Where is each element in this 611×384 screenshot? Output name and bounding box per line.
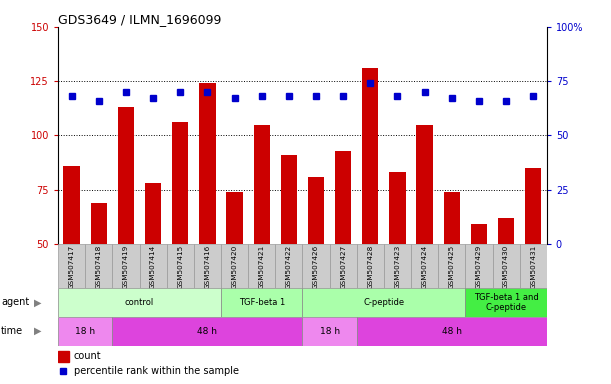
Bar xyxy=(276,244,302,288)
Bar xyxy=(438,244,466,288)
Text: GSM507415: GSM507415 xyxy=(177,245,183,290)
Bar xyxy=(329,244,357,288)
Text: percentile rank within the sample: percentile rank within the sample xyxy=(74,366,239,376)
Bar xyxy=(254,124,270,353)
Text: GSM507416: GSM507416 xyxy=(205,245,210,290)
Text: GSM507427: GSM507427 xyxy=(340,245,346,290)
Bar xyxy=(58,244,85,288)
Text: 48 h: 48 h xyxy=(442,327,462,336)
Text: 48 h: 48 h xyxy=(197,327,218,336)
Text: agent: agent xyxy=(1,297,29,308)
Text: GSM507420: GSM507420 xyxy=(232,245,238,290)
Bar xyxy=(90,203,107,353)
Bar xyxy=(417,124,433,353)
Bar xyxy=(194,244,221,288)
Bar xyxy=(112,244,139,288)
Bar xyxy=(466,288,547,317)
Text: C-peptide: C-peptide xyxy=(364,298,404,307)
Text: TGF-beta 1 and
C-peptide: TGF-beta 1 and C-peptide xyxy=(474,293,538,312)
Text: TGF-beta 1: TGF-beta 1 xyxy=(238,298,285,307)
Bar xyxy=(335,151,351,353)
Bar xyxy=(139,244,167,288)
Text: GSM507430: GSM507430 xyxy=(503,245,509,290)
Bar xyxy=(362,68,378,353)
Bar xyxy=(357,317,547,346)
Bar xyxy=(384,244,411,288)
Bar xyxy=(302,244,329,288)
Bar xyxy=(199,83,216,353)
Text: GSM507422: GSM507422 xyxy=(286,245,292,290)
Text: GSM507423: GSM507423 xyxy=(395,245,400,290)
Text: GSM507428: GSM507428 xyxy=(367,245,373,290)
Bar xyxy=(471,224,487,353)
Bar xyxy=(357,244,384,288)
Bar xyxy=(466,244,492,288)
Bar xyxy=(498,218,514,353)
Bar xyxy=(172,122,188,353)
Bar xyxy=(248,244,276,288)
Bar xyxy=(525,168,541,353)
Text: GSM507421: GSM507421 xyxy=(258,245,265,290)
Text: ▶: ▶ xyxy=(34,326,41,336)
Text: time: time xyxy=(1,326,23,336)
Text: GSM507426: GSM507426 xyxy=(313,245,319,290)
Bar xyxy=(167,244,194,288)
Bar xyxy=(221,288,302,317)
Bar xyxy=(58,317,112,346)
Bar xyxy=(64,166,80,353)
Bar xyxy=(58,351,69,362)
Bar xyxy=(118,107,134,353)
Bar xyxy=(280,155,297,353)
Text: GSM507414: GSM507414 xyxy=(150,245,156,290)
Bar xyxy=(227,192,243,353)
Bar xyxy=(492,244,520,288)
Text: GSM507429: GSM507429 xyxy=(476,245,482,290)
Bar xyxy=(302,288,466,317)
Text: control: control xyxy=(125,298,154,307)
Bar xyxy=(112,317,302,346)
Text: GSM507431: GSM507431 xyxy=(530,245,536,290)
Text: GSM507424: GSM507424 xyxy=(422,245,428,290)
Bar xyxy=(58,288,221,317)
Bar xyxy=(389,172,406,353)
Bar xyxy=(145,183,161,353)
Bar xyxy=(444,192,460,353)
Text: GSM507425: GSM507425 xyxy=(449,245,455,290)
Bar xyxy=(520,244,547,288)
Text: GSM507418: GSM507418 xyxy=(96,245,102,290)
Bar xyxy=(308,177,324,353)
Bar xyxy=(85,244,112,288)
Text: 18 h: 18 h xyxy=(75,327,95,336)
Text: GDS3649 / ILMN_1696099: GDS3649 / ILMN_1696099 xyxy=(58,13,221,26)
Text: GSM507417: GSM507417 xyxy=(68,245,75,290)
Bar xyxy=(302,317,357,346)
Text: count: count xyxy=(74,351,101,361)
Bar xyxy=(221,244,248,288)
Text: GSM507419: GSM507419 xyxy=(123,245,129,290)
Bar xyxy=(411,244,438,288)
Text: ▶: ▶ xyxy=(34,297,41,308)
Text: 18 h: 18 h xyxy=(320,327,340,336)
